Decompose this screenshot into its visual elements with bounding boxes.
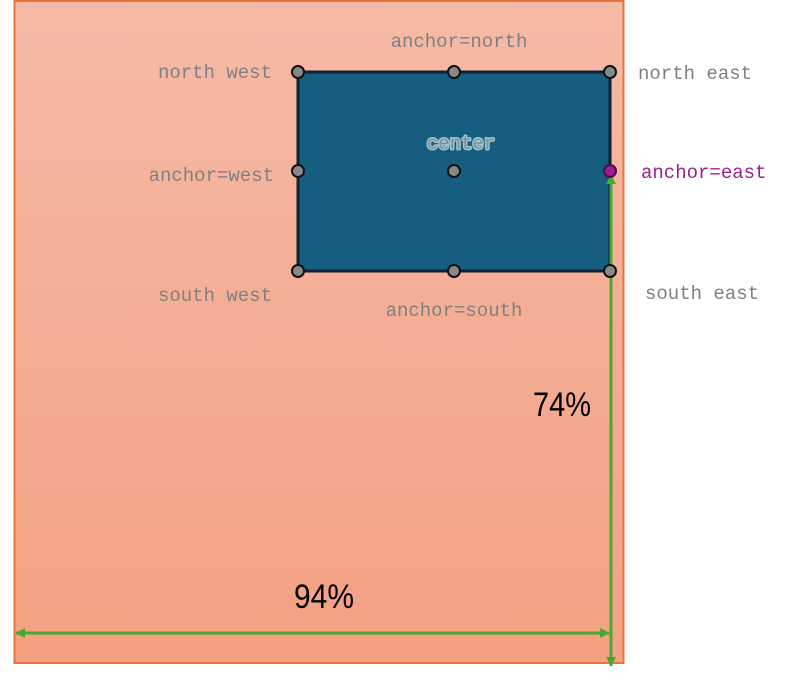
width-percent-label: 94% — [294, 578, 354, 616]
anchor-dot-west — [291, 164, 305, 178]
anchor-dot-east — [603, 164, 617, 178]
label-center: center — [427, 133, 495, 155]
label-south: anchor=south — [386, 300, 523, 322]
label-north: anchor=north — [391, 31, 528, 53]
anchor-dot-north-east — [603, 65, 617, 79]
anchor-dot-south-west — [291, 264, 305, 278]
label-north-west: north west — [158, 62, 272, 84]
label-east: anchor=east — [641, 162, 766, 184]
height-percent-label: 74% — [533, 386, 591, 424]
label-south-west: south west — [158, 285, 272, 307]
anchor-dot-north-west — [291, 65, 305, 79]
anchor-dot-north — [447, 65, 461, 79]
anchor-dot-south — [447, 264, 461, 278]
anchor-dot-center — [447, 164, 461, 178]
label-north-east: north east — [638, 63, 752, 85]
label-south-east: south east — [645, 283, 759, 305]
anchor-dot-south-east — [603, 264, 617, 278]
label-west: anchor=west — [149, 165, 274, 187]
